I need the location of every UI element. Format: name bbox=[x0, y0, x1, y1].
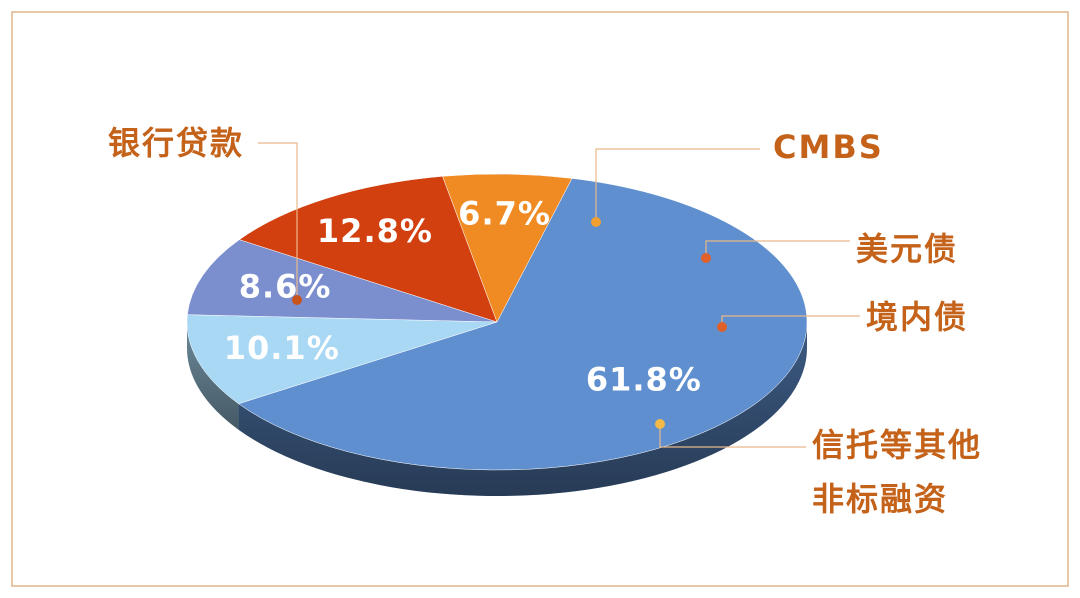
value-label: 61.8% bbox=[586, 361, 702, 399]
leader-line bbox=[258, 142, 298, 300]
leader-dot bbox=[717, 322, 727, 332]
slice-side-shade bbox=[187, 322, 239, 430]
value-label: 8.6% bbox=[239, 268, 332, 306]
slice bbox=[238, 178, 808, 471]
value-label: 6.7% bbox=[458, 195, 551, 233]
sides bbox=[187, 322, 808, 496]
value-label: 12.8% bbox=[317, 212, 433, 250]
value-label: 10.1% bbox=[224, 329, 340, 367]
category-label: 信托等其他非标融资 bbox=[812, 426, 983, 518]
slice bbox=[187, 239, 498, 323]
slice bbox=[442, 173, 573, 323]
tops bbox=[186, 173, 808, 471]
leaders bbox=[258, 142, 860, 448]
leader-dot bbox=[292, 295, 302, 305]
leader-dot bbox=[655, 419, 665, 429]
slice bbox=[238, 176, 498, 323]
leader-dot bbox=[701, 253, 711, 263]
category-label: 美元债 bbox=[856, 230, 959, 268]
category-label: CMBS bbox=[773, 128, 884, 166]
leader-line bbox=[705, 240, 850, 258]
leader-dot bbox=[591, 217, 601, 227]
slice-side-shade bbox=[238, 322, 808, 496]
leader-line bbox=[659, 424, 806, 448]
leader-line bbox=[595, 148, 760, 222]
category-label: 境内债 bbox=[866, 298, 969, 336]
category-label: 银行贷款 bbox=[108, 124, 245, 162]
frame bbox=[11, 11, 1069, 587]
slice bbox=[186, 314, 498, 405]
value-labels: 61.8% 10.1% 8.6% 12.8% 6.7% bbox=[224, 195, 702, 399]
